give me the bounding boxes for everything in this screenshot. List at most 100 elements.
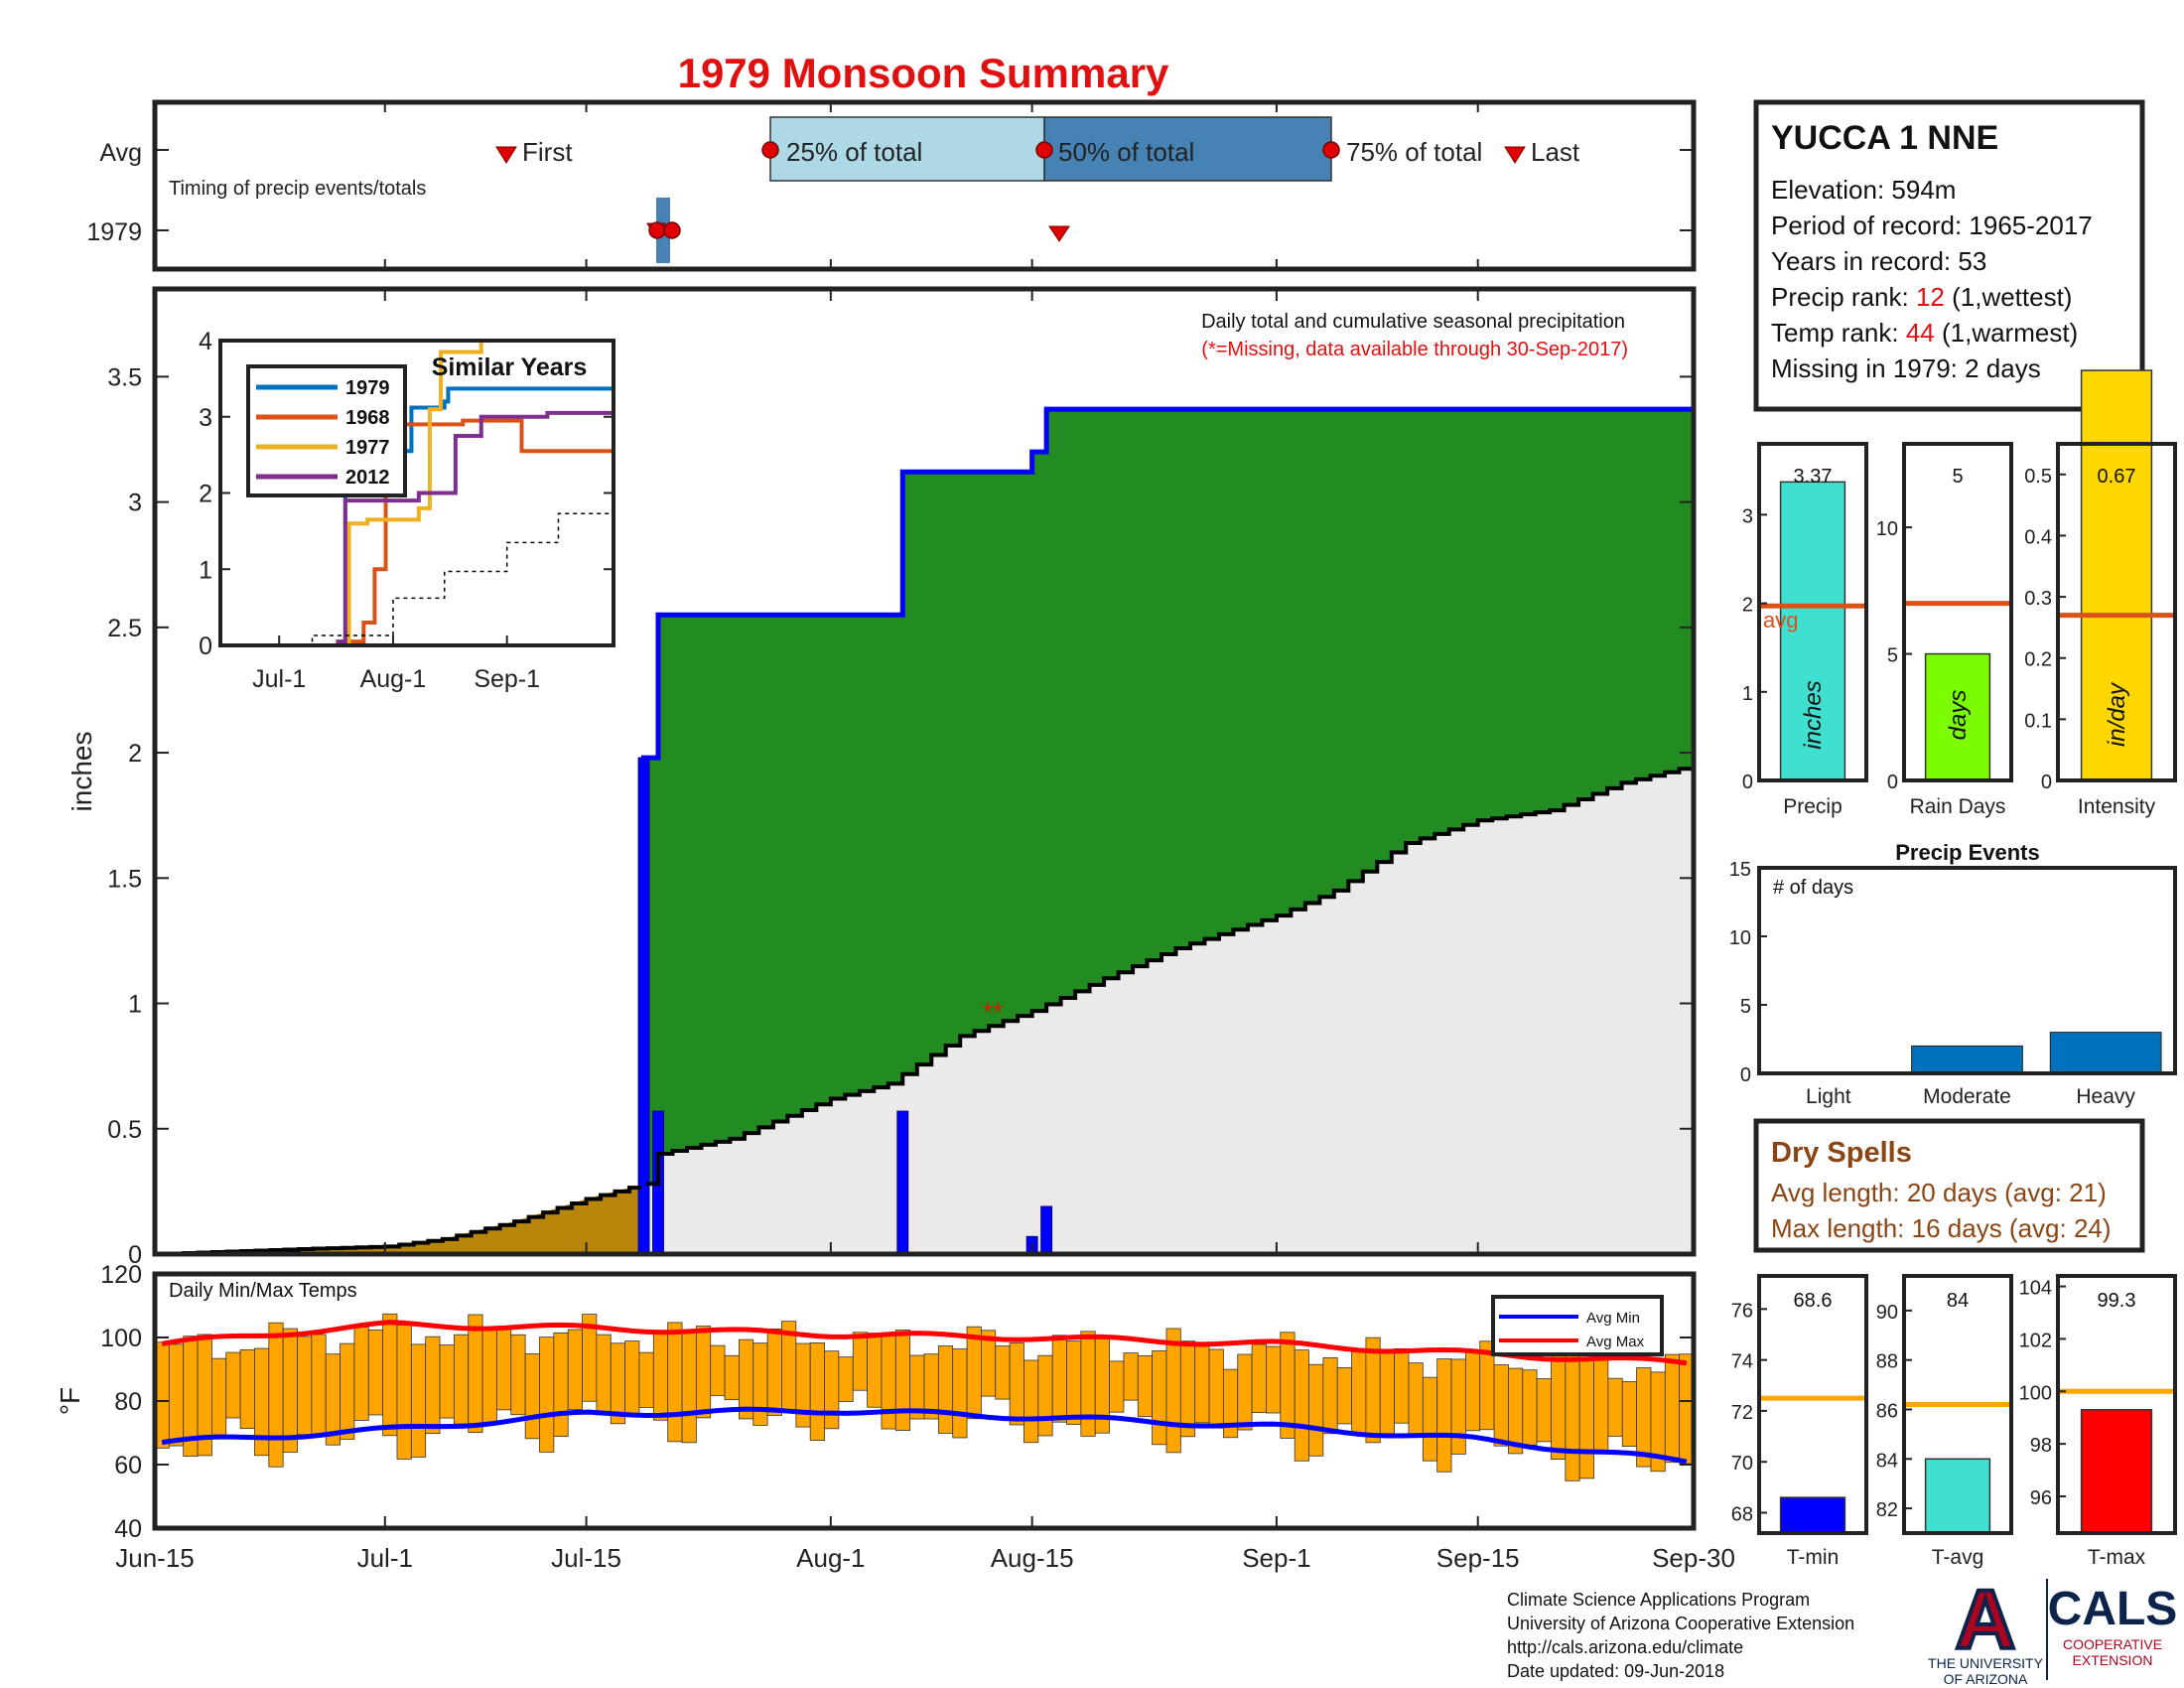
precip-events-chart: Precip Events 0 5 10 15 Light Moderate Heavy #… bbox=[1729, 840, 2177, 1108]
dry-spells-avg: Avg length: 20 days (avg: 21) bbox=[1771, 1178, 2107, 1207]
temp-range-bar bbox=[766, 1328, 782, 1416]
footer-credits: Climate Science Applications Program Uni… bbox=[1507, 1590, 1854, 1681]
temp-range-bar bbox=[1336, 1366, 1352, 1425]
main-missing-note: (*=Missing, data available through 30-Se… bbox=[1201, 339, 1628, 360]
temp-range-bar bbox=[667, 1322, 683, 1443]
temp-summary-y-tick-label: 76 bbox=[1731, 1300, 1753, 1322]
legend-avg-max-label: Avg Max bbox=[1586, 1334, 1645, 1350]
temp-range-bar bbox=[1578, 1358, 1594, 1479]
summary-y-tick-label: 0.1 bbox=[2024, 710, 2052, 732]
inset-lines bbox=[220, 339, 614, 647]
temp-range-bar bbox=[382, 1313, 398, 1437]
temp-range-bar bbox=[1266, 1345, 1282, 1414]
temp-summary-category-label: T-max bbox=[2088, 1546, 2146, 1569]
summary-frame bbox=[1902, 442, 2013, 782]
temp-range-bar bbox=[367, 1329, 384, 1416]
summary-y-tick-label: 0.2 bbox=[2024, 649, 2052, 671]
temp-summary-y-tick-label: 72 bbox=[1731, 1402, 1753, 1424]
summary-y-tick-label: 0 bbox=[2041, 772, 2052, 793]
avg-q50-marker bbox=[1035, 141, 1053, 159]
temp-range-bar bbox=[966, 1326, 982, 1420]
temp-range-bar bbox=[439, 1344, 455, 1419]
main-y-tick-label: 0.5 bbox=[107, 1116, 142, 1144]
summary-category-label: Rain Days bbox=[1910, 795, 2006, 818]
temp-summary-y-tick-label: 70 bbox=[1731, 1453, 1753, 1475]
temp-title: Daily Min/Max Temps bbox=[169, 1280, 357, 1302]
temp-range-bars bbox=[154, 1313, 1695, 1481]
temp-y-tick-label: 60 bbox=[114, 1452, 142, 1479]
temp-summary-y-tick-label: 74 bbox=[1731, 1351, 1753, 1373]
main-y-tick-label: 1.5 bbox=[107, 865, 142, 893]
temp-summary-frame bbox=[1757, 1274, 1868, 1535]
cals-logo-line-1: COOPERATIVE bbox=[2063, 1636, 2162, 1652]
inset-line-average bbox=[220, 496, 614, 646]
temp-range-bar bbox=[624, 1340, 640, 1416]
main-y-axis: 0 0.5 1 1.5 2 2.5 3 3.5 bbox=[107, 289, 1695, 1269]
summary-temp-charts: 68 70 72 74 76 68.6 T-min 82 84 86 88 90 84 T-avg 96 98… bbox=[1731, 1274, 2177, 1569]
temp-range-bar bbox=[524, 1353, 540, 1440]
station-frame bbox=[1753, 99, 2145, 412]
summary-value-label: 0.67 bbox=[2098, 466, 2136, 488]
temp-summary-y-tick-label: 68 bbox=[1731, 1503, 1753, 1525]
avg-first-marker bbox=[495, 146, 517, 164]
events-y-tick-label: 5 bbox=[1740, 996, 1751, 1018]
daily-precip-bar bbox=[1040, 1205, 1053, 1255]
temp-range-bar bbox=[225, 1351, 241, 1419]
temp-range-bar bbox=[1351, 1351, 1367, 1435]
avg-q25-marker bbox=[761, 141, 779, 159]
legend-avg-min-label: Avg Min bbox=[1586, 1310, 1640, 1327]
events-ylabel: # of days bbox=[1773, 877, 1853, 899]
avg-q50-label: 50% of total bbox=[1058, 137, 1194, 167]
main-y-tick-label: 1 bbox=[128, 991, 142, 1019]
temp-range-bar bbox=[1565, 1351, 1580, 1481]
temp-summary-bar-t-min bbox=[1779, 1496, 1846, 1534]
temp-summary-y-tick-label: 82 bbox=[1876, 1499, 1898, 1521]
temp-range-bar bbox=[1607, 1377, 1623, 1437]
inset-line-2012 bbox=[220, 410, 614, 647]
summary-category-label: Intensity bbox=[2078, 795, 2156, 818]
temp-range-bar bbox=[809, 1341, 825, 1441]
temp-range-bar bbox=[1208, 1348, 1224, 1429]
timing-frame bbox=[152, 99, 1697, 272]
events-y-tick-label: 15 bbox=[1729, 859, 1751, 881]
temp-summary-y-tick-label: 98 bbox=[2030, 1435, 2052, 1457]
avg-last-marker bbox=[1504, 146, 1526, 164]
temp-range-bar bbox=[425, 1336, 441, 1435]
avg-min-line bbox=[161, 1406, 1688, 1465]
summary-y-tick-label: 0 bbox=[1742, 772, 1753, 793]
temp-range-bar bbox=[282, 1328, 298, 1453]
temp-range-bar bbox=[652, 1332, 669, 1421]
temp-range-bar bbox=[211, 1357, 227, 1436]
main-frame bbox=[152, 286, 1697, 1257]
temp-range-bar bbox=[567, 1329, 583, 1410]
temp-range-bar bbox=[1450, 1358, 1466, 1455]
ua-logo-line-2: OF ARIZONA bbox=[1944, 1671, 2028, 1687]
year-last-marker bbox=[1048, 225, 1070, 242]
temp-range-bar bbox=[1621, 1381, 1637, 1447]
temp-range-bar bbox=[239, 1348, 255, 1429]
station-missing: Missing in 1979: 2 days bbox=[1771, 353, 2041, 383]
temp-avg-lines bbox=[161, 1320, 1688, 1465]
main-area-layer bbox=[155, 409, 1694, 1254]
temp-summary-frame bbox=[2056, 1274, 2177, 1535]
q25-box bbox=[769, 116, 1045, 182]
ua-logo-line-1: THE UNIVERSITY bbox=[1928, 1655, 2044, 1671]
temp-summary-y-tick-label: 88 bbox=[1876, 1351, 1898, 1373]
temp-range-bar bbox=[710, 1344, 726, 1396]
temp-range-bar bbox=[453, 1334, 470, 1425]
temp-range-bar bbox=[1394, 1347, 1410, 1424]
temperature-chart: 40 60 80 100 120 Jun-15 Jul-1 Jul-15 Aug-1 Aug-1… bbox=[55, 1261, 1735, 1573]
events-bars bbox=[1911, 1032, 2162, 1074]
summary-bar-rain-days bbox=[1924, 652, 1991, 781]
avg-cumulative-line bbox=[155, 765, 1696, 1256]
events-category-label: Light bbox=[1806, 1085, 1851, 1108]
temp-range-bar bbox=[596, 1334, 612, 1416]
main-y-tick-label: 3 bbox=[128, 490, 142, 517]
temp-summary-y-tick-label: 86 bbox=[1876, 1400, 1898, 1422]
temp-range-bar bbox=[1024, 1359, 1039, 1444]
temp-range-bar bbox=[1536, 1378, 1552, 1443]
temp-x-tick-label: Sep-1 bbox=[1242, 1543, 1310, 1573]
station-name: YUCCA 1 NNE bbox=[1771, 119, 1998, 157]
temp-summary-bar-t-avg bbox=[1924, 1458, 1991, 1534]
temp-range-bar bbox=[724, 1354, 740, 1401]
